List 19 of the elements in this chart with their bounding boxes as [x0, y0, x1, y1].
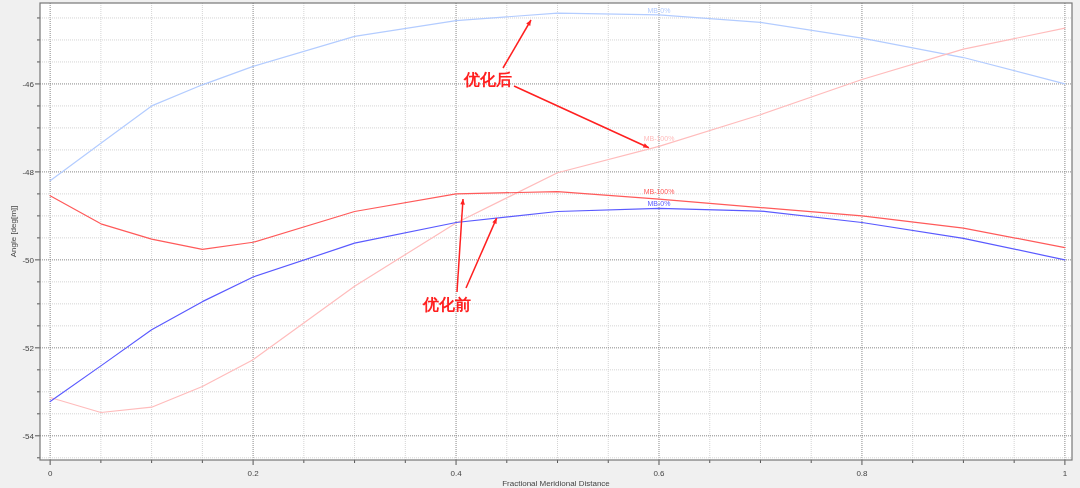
- annotation: 优化前: [422, 296, 471, 313]
- line-series: [49, 27, 1066, 414]
- y-tick-label: -46: [22, 79, 35, 89]
- x-axis-title: Fractional Meridional Distance: [502, 479, 611, 488]
- line-series: [49, 191, 1066, 250]
- annotation: 优化后: [463, 71, 512, 88]
- x-tick-label: 0.8: [856, 469, 869, 478]
- y-tick-label: -54: [22, 431, 35, 441]
- x-tick-label: 0.4: [450, 469, 463, 478]
- x-tick-label: 1: [1062, 469, 1068, 478]
- y-tick-label: -50: [22, 255, 35, 265]
- line-series: [49, 207, 1066, 403]
- x-tick-label: 0.2: [247, 469, 260, 478]
- y-axis-title: Angle [deg[m]]: [9, 205, 18, 258]
- y-tick-label: -48: [22, 167, 35, 177]
- y-tick-label: -52: [22, 343, 35, 353]
- line-series: [49, 12, 1066, 182]
- x-tick-label: 0: [47, 469, 53, 478]
- x-tick-label: 0.6: [653, 469, 666, 478]
